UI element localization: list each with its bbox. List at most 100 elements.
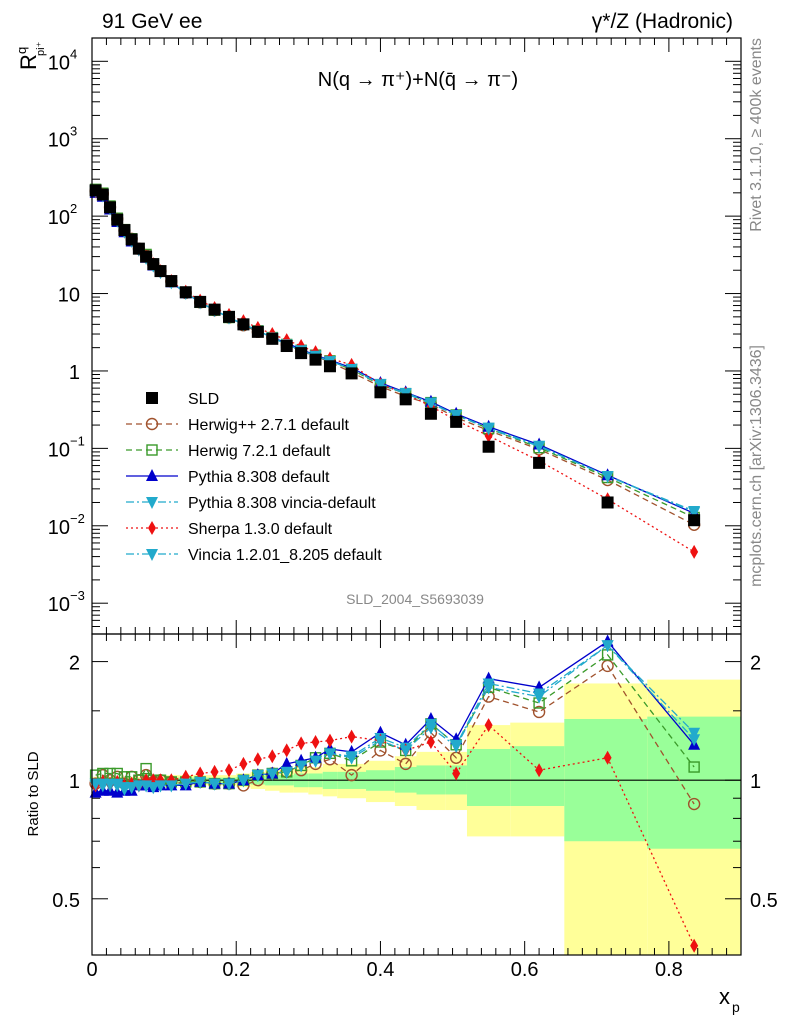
ratio-data-point (688, 734, 701, 747)
y-tick-label: 10 −2 (48, 511, 85, 539)
x-axis-label: x (719, 984, 730, 1009)
y-tick-label-text: 1 (69, 362, 80, 384)
ratio-ticks: 0.5 0.5 1 1 2 2 0 0.2 0.4 0.6 0.8 (52, 634, 778, 981)
header-right-label: γ*/Z (Hadronic) (592, 10, 733, 33)
main-y-axis-label-sup: q (14, 47, 29, 54)
ratio-data-point (225, 763, 234, 778)
x-tick-label: 0.8 (655, 959, 683, 981)
main-series-vincia-1-2-01-8-205-default (89, 185, 701, 520)
x-axis-label-sub: p (732, 999, 740, 1015)
y-tick-label-exp: 4 (70, 46, 77, 61)
data-point (323, 360, 336, 373)
data-point (424, 407, 437, 420)
ratio-data-point (426, 735, 435, 750)
data-point (266, 332, 279, 345)
series-line (95, 188, 695, 519)
legend-label: Pythia 8.308 default (188, 469, 330, 486)
legend-marker (145, 417, 159, 431)
ratio-data-point (140, 762, 152, 775)
x-tick-label: 0.6 (511, 959, 539, 981)
ratio-data-point (280, 756, 293, 769)
legend-entry: SLD (146, 391, 219, 408)
ratio-data-point (154, 780, 167, 793)
data-point (688, 514, 701, 527)
legend-label: SLD (188, 391, 219, 408)
ratio-data-point (603, 750, 612, 765)
data-point (295, 347, 308, 360)
ratio-data-point (194, 776, 207, 789)
main-series-pythia-8-308-vincia-default (89, 186, 701, 519)
main-plot-frame (91, 37, 742, 635)
data-point (690, 544, 699, 559)
legend-label: Vincia 1.2.01_8.205 default (188, 547, 382, 564)
data-point (125, 233, 138, 246)
y-tick-label-base: 10 (48, 594, 70, 616)
ratio-data-point (687, 797, 701, 811)
ratio-data-point (374, 735, 387, 748)
y-tick-label-text: 10 (58, 285, 80, 307)
ratio-data-point (533, 691, 546, 704)
ratio-data-point (601, 640, 614, 653)
legend-label: Pythia 8.308 vincia-default (188, 495, 376, 512)
x-tick-label: 0 (86, 959, 97, 981)
ratio-data-point (297, 736, 306, 751)
y-tick-label-exp: 2 (70, 201, 77, 216)
ratio-data-point (208, 778, 221, 791)
data-point (179, 286, 192, 299)
main-y-axis-label: R pi⁺ q (14, 41, 47, 70)
series-line (95, 190, 695, 513)
x-tick-label: 0.2 (222, 959, 250, 981)
ratio-data-point (690, 938, 699, 953)
legend-entry: Pythia 8.308 vincia-default (126, 495, 376, 512)
ratio-data-point (253, 752, 262, 767)
ratio-data-point (251, 770, 264, 783)
ratio-y-tick-label-right: 2 (750, 653, 761, 675)
band-inner (466, 748, 511, 806)
ratio-y-tick-label-right: 1 (750, 771, 761, 793)
ratio-data-point (399, 745, 412, 758)
rivet-version-label: Rivet 3.1.10, ≥ 400k events (748, 38, 765, 232)
legend: SLD Herwig++ 2.7.1 default Herwig 7.2.1 de… (126, 391, 382, 564)
y-tick-label: 10 −3 (48, 588, 85, 616)
ratio-data-point (295, 760, 308, 773)
ratio-y-tick-label: 0.5 (52, 890, 80, 912)
ratio-data-point (179, 778, 192, 791)
ratio-data-point (347, 729, 356, 744)
ratio-data-point (309, 755, 322, 768)
data-point (399, 393, 412, 406)
ratio-data-point (280, 766, 293, 779)
data-point (223, 310, 236, 323)
legend-marker (146, 469, 158, 481)
y-tick-label-base: 10 (48, 52, 70, 74)
data-point (345, 367, 358, 380)
legend-marker (146, 444, 158, 456)
data-point (601, 470, 614, 483)
data-point (154, 265, 167, 278)
data-point (688, 507, 701, 520)
ratio-data-point (345, 752, 358, 765)
y-tick-label: 10 4 (48, 46, 77, 74)
ratio-data-point (111, 778, 124, 791)
ratio-data-point (125, 782, 138, 795)
y-tick-label: 10 −1 (48, 433, 85, 461)
ratio-data-point (266, 768, 279, 781)
series-line (95, 192, 695, 514)
legend-label: Herwig++ 2.7.1 default (188, 417, 350, 434)
y-tick-label-base: 10 (48, 130, 70, 152)
data-point (601, 496, 614, 509)
data-point (533, 441, 546, 454)
legend-label: Sherpa 1.3.0 default (188, 521, 333, 538)
band-inner (510, 746, 565, 806)
ratio-y-tick-label: 2 (69, 653, 80, 675)
data-point (533, 456, 546, 469)
ratio-data-point (311, 735, 320, 750)
y-tick-label-exp: −1 (70, 433, 85, 448)
y-tick-label: 1 (69, 362, 80, 384)
data-point (374, 379, 387, 392)
ratio-uncertainty-bands (92, 679, 741, 955)
main-series-sld (89, 184, 701, 527)
main-series-group (89, 183, 701, 559)
ratio-y-tick-label: 1 (69, 771, 80, 793)
legend-marker (148, 521, 156, 535)
